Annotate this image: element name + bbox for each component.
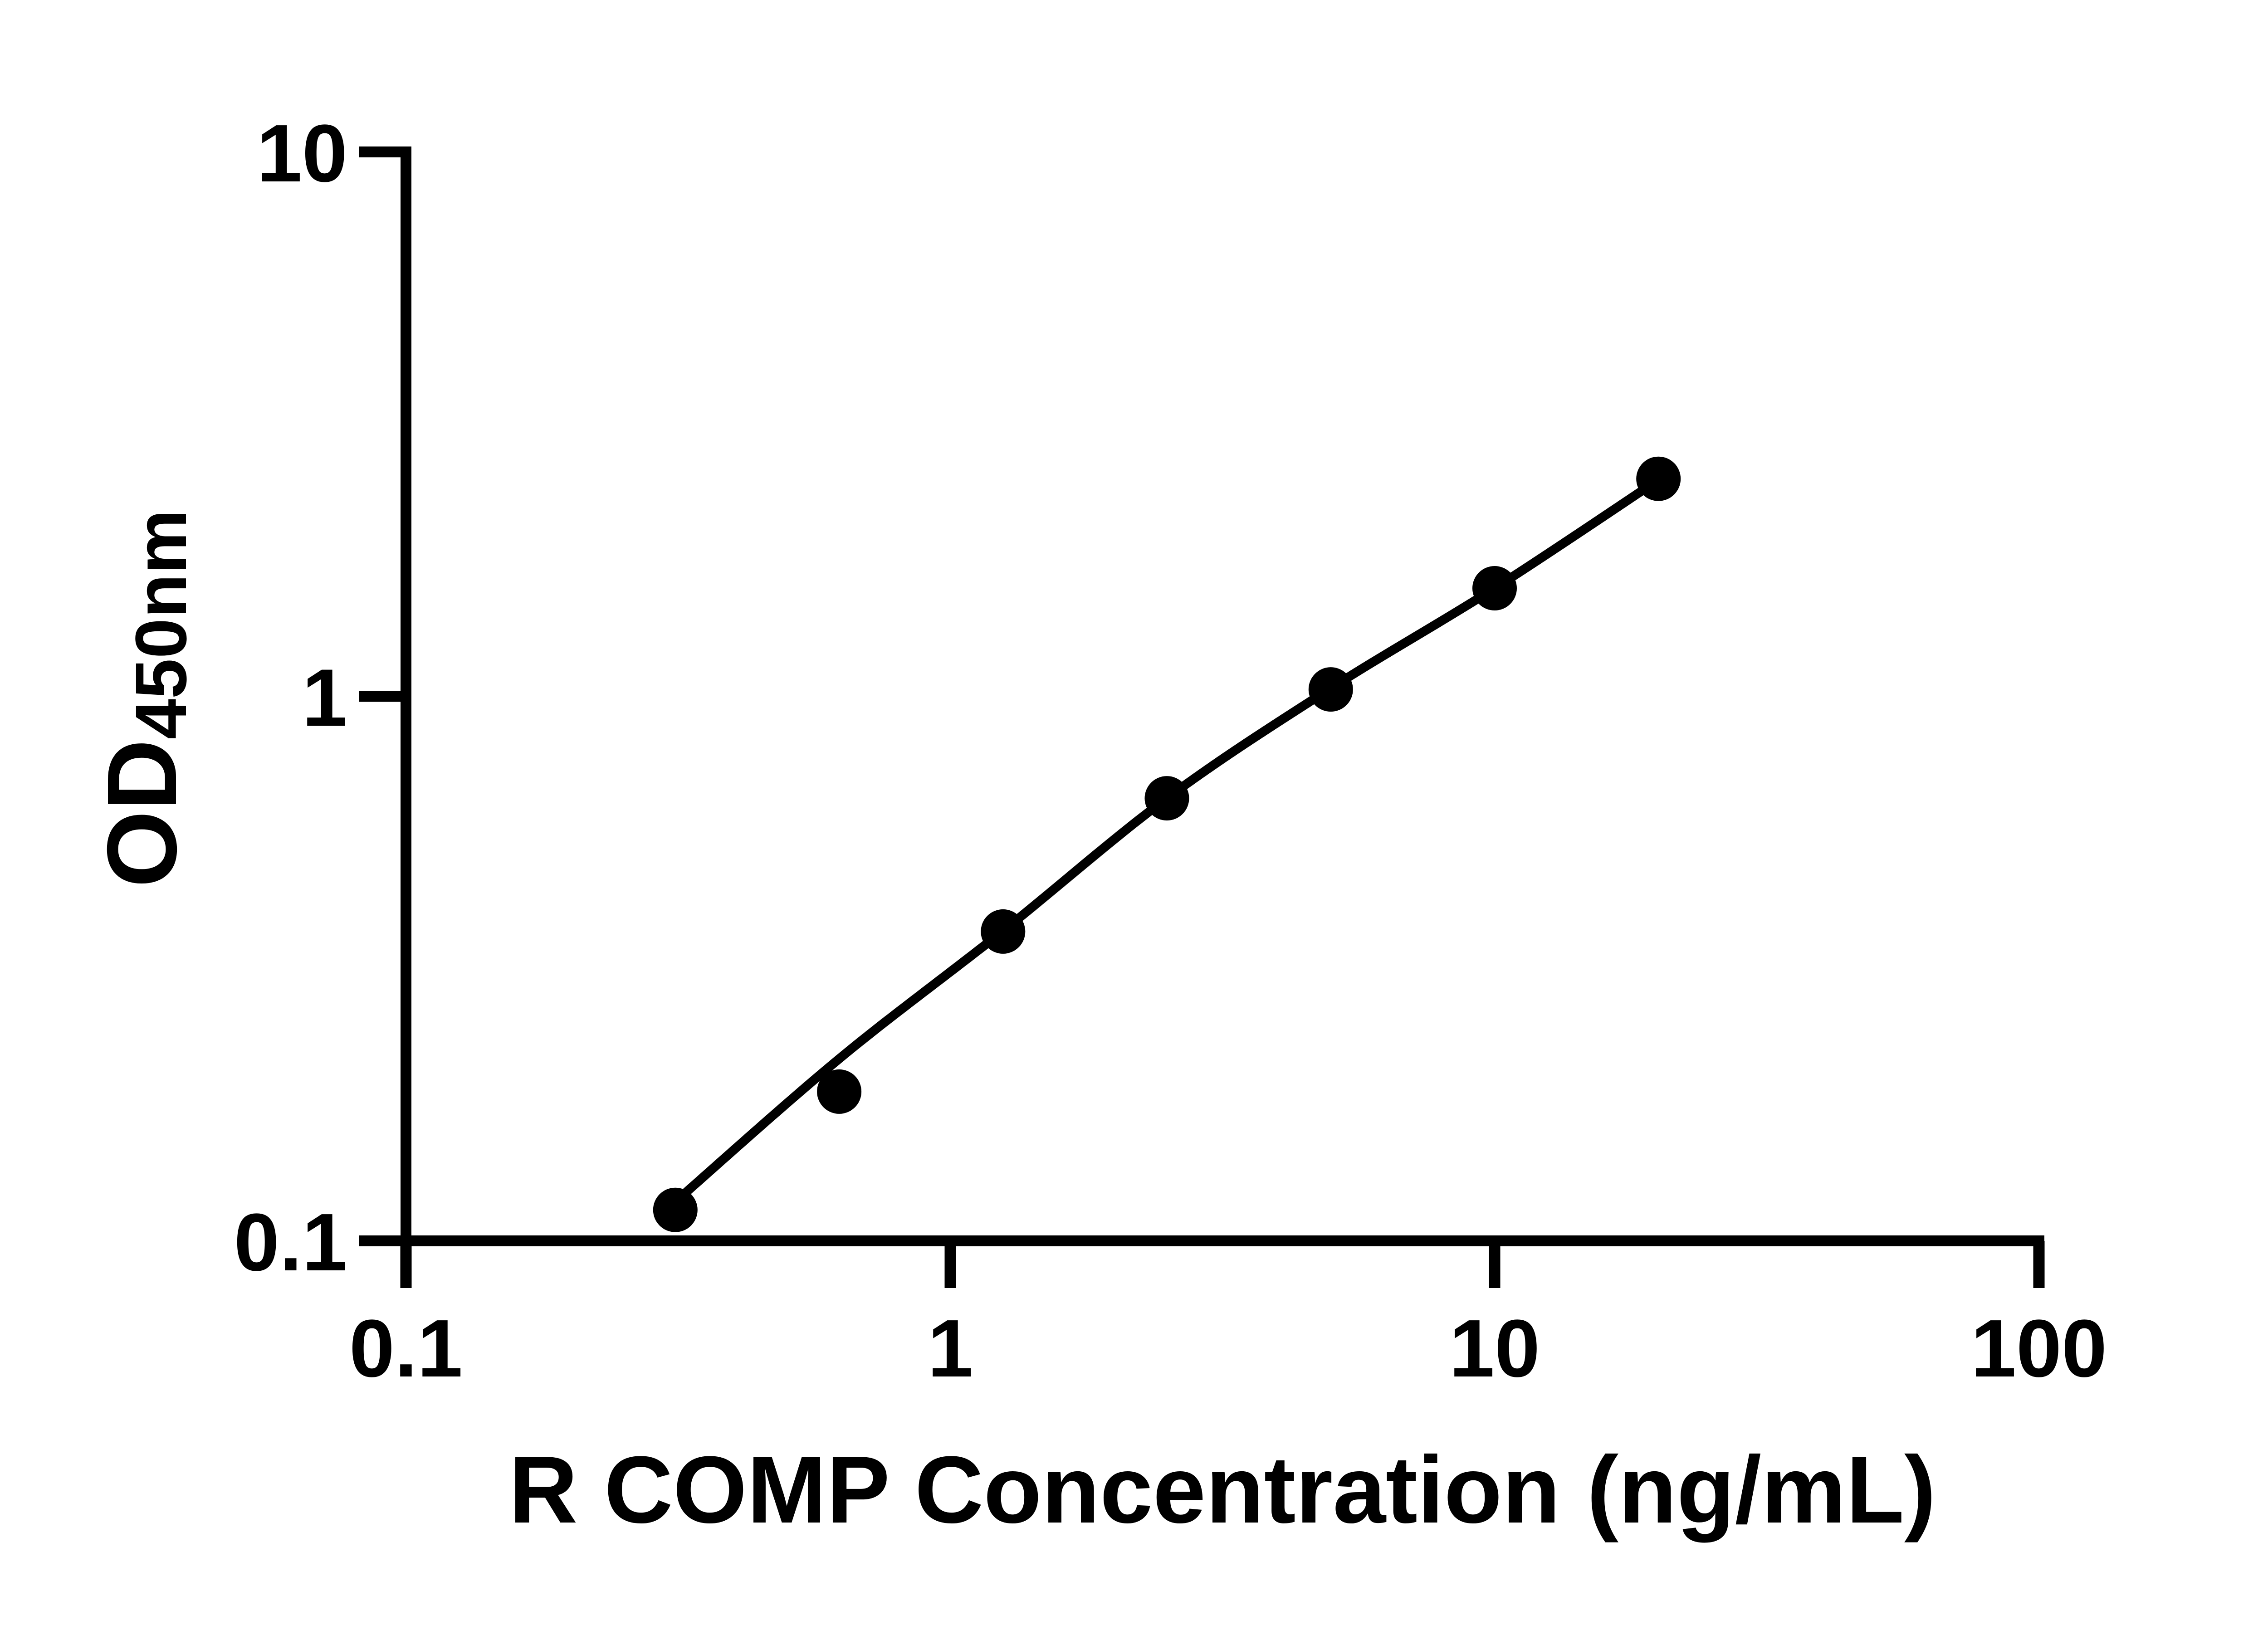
y-tick-label-10: 10 [257,108,347,199]
x-tick-label-100: 100 [1971,1303,2107,1394]
x-axis-title: R COMP Concentration (ng/mL) [509,1436,1936,1543]
y-axis-title: OD450nm [87,509,201,888]
x-tick-label-10: 10 [1449,1303,1540,1394]
x-tick-label-0.1: 0.1 [349,1303,463,1394]
y-tick-label-1: 1 [302,653,347,744]
data-point-x10 [1472,566,1517,610]
data-point-x0.625 [817,1069,862,1114]
data-point-x5 [1308,667,1353,712]
y-axis-title-main: OD [87,739,197,888]
y-tick-label-0.1: 0.1 [234,1197,347,1288]
x-tick-label-1: 1 [928,1303,973,1394]
data-point-x0.3125 [653,1187,698,1232]
data-point-x2.5 [1144,776,1189,821]
plot-area: 0.1 1 10 100 0.1 1 10 [234,108,2107,1394]
data-point-x20 [1636,456,1681,501]
data-point-x1.25 [981,909,1026,954]
y-axis-title-subscript: 450nm [120,509,201,739]
